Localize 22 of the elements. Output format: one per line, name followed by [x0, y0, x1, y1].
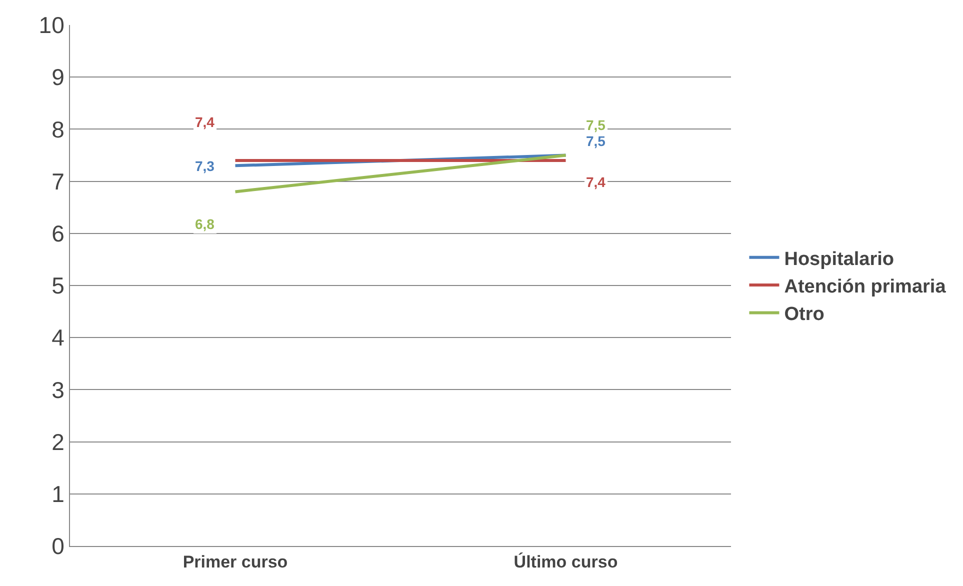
legend-label: Hospitalario — [784, 248, 894, 270]
y-tick-label: 0 — [52, 533, 64, 560]
y-tick-label: 3 — [52, 376, 64, 403]
y-tick-label: 4 — [52, 324, 65, 351]
legend-label: Atención primaria — [784, 276, 946, 298]
data-label: 7,5 — [586, 133, 606, 149]
y-tick-label: 5 — [52, 272, 64, 299]
data-label: 7,4 — [195, 114, 215, 130]
x-tick-label: Primer curso — [182, 552, 288, 572]
y-tick-label: 2 — [52, 428, 64, 455]
legend-label: Otro — [784, 304, 824, 326]
data-label: 7,4 — [586, 174, 606, 190]
y-tick-label: 1 — [52, 480, 64, 507]
y-tick-label: 9 — [52, 64, 64, 90]
data-label: 7,3 — [195, 158, 215, 174]
data-label: 7,5 — [586, 117, 606, 133]
y-tick-label: 7 — [52, 168, 64, 194]
x-tick-label: Último curso — [514, 551, 618, 572]
y-tick-label: 6 — [52, 220, 64, 246]
y-tick-label: 10 — [38, 12, 64, 38]
data-label: 6,8 — [195, 216, 215, 232]
y-tick-label: 8 — [52, 116, 64, 142]
